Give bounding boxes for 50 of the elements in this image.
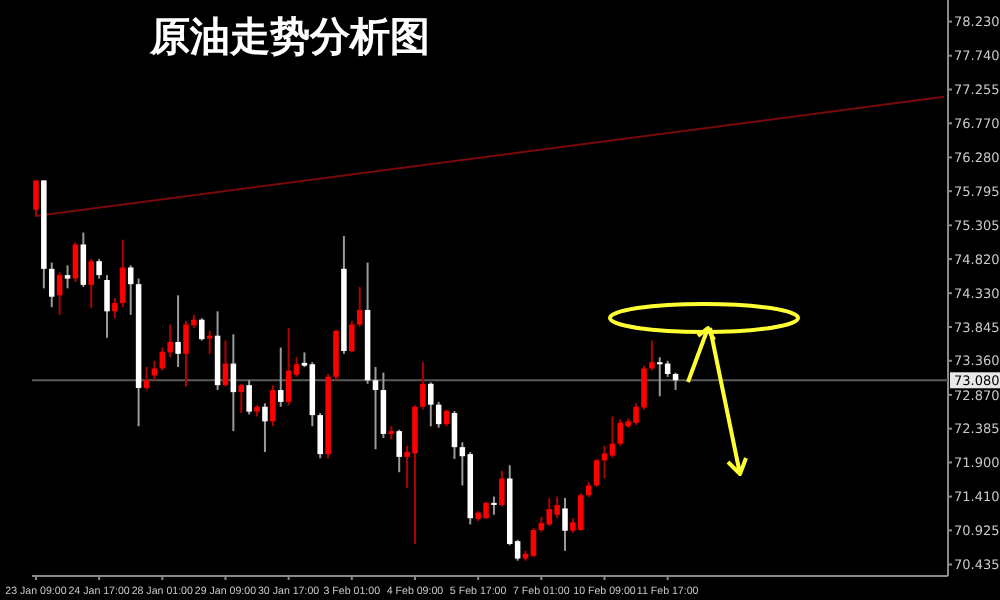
candlestick xyxy=(143,366,150,392)
candlestick xyxy=(396,428,402,474)
candlestick xyxy=(333,328,339,382)
candlestick xyxy=(104,274,110,339)
candlestick xyxy=(499,469,505,508)
candlestick xyxy=(48,261,55,309)
candlestick xyxy=(175,294,181,369)
candlestick xyxy=(412,404,418,545)
candlestick xyxy=(372,366,379,451)
candlestick xyxy=(649,339,655,372)
candlestick xyxy=(578,492,584,532)
candlestick xyxy=(199,317,205,342)
candlestick xyxy=(167,323,173,359)
candlestick xyxy=(562,496,568,552)
candlestick xyxy=(183,320,189,388)
candlestick xyxy=(112,297,118,320)
candlestick xyxy=(609,415,616,459)
candlestick xyxy=(238,382,245,415)
candlestick xyxy=(641,364,647,411)
candlestick xyxy=(246,379,252,416)
candlestick xyxy=(317,412,323,460)
candlestick xyxy=(593,457,600,488)
candlestick xyxy=(546,496,552,527)
candlestick xyxy=(356,285,363,328)
candlestick xyxy=(120,238,126,309)
candlestick xyxy=(380,371,387,440)
candlestick xyxy=(633,402,639,426)
candlestick xyxy=(491,495,497,516)
candlestick xyxy=(349,320,355,354)
candlestick xyxy=(420,361,426,411)
candlestick xyxy=(151,359,158,382)
candlestick xyxy=(72,241,79,284)
candlestick xyxy=(80,231,87,288)
candlestick xyxy=(530,526,537,559)
chart-title: 原油走势分析图 xyxy=(148,12,430,60)
candlestick xyxy=(428,381,434,428)
candlestick xyxy=(277,346,284,408)
candlestick xyxy=(33,179,39,218)
candlestick xyxy=(657,356,663,398)
candlestick xyxy=(127,264,134,316)
candlestick xyxy=(270,384,276,428)
candlestick xyxy=(88,258,94,309)
candlestick xyxy=(601,444,608,480)
candlestick xyxy=(617,418,624,447)
candlestick xyxy=(554,495,560,520)
candlestick xyxy=(64,264,71,290)
candlestick xyxy=(451,409,458,460)
candlestick xyxy=(262,402,268,454)
candlestick xyxy=(96,258,102,280)
candlestick xyxy=(285,327,292,407)
